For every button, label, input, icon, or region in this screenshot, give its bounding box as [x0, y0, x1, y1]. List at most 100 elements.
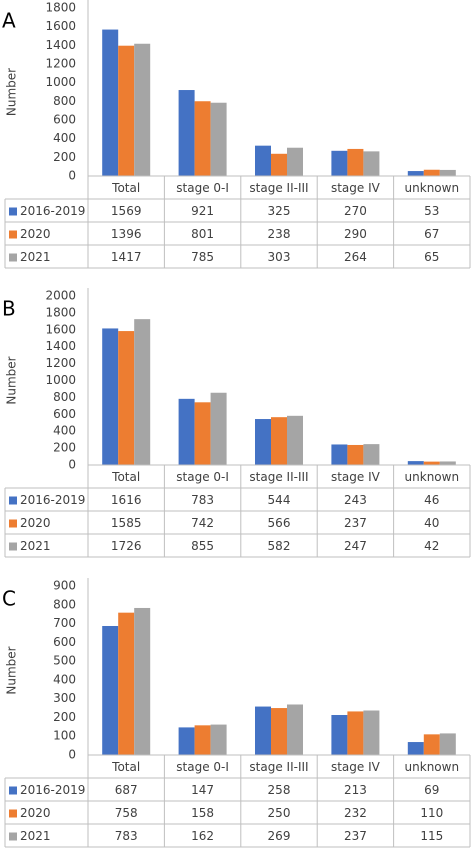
- table-value: 237: [344, 829, 367, 843]
- category-label: stage II-III: [249, 470, 308, 484]
- table-value: 250: [268, 806, 291, 820]
- table-value: 921: [191, 204, 214, 218]
- category-label: unknown: [405, 760, 460, 774]
- bar: [194, 402, 211, 465]
- table-value: 115: [420, 829, 443, 843]
- table-value: 213: [344, 783, 367, 797]
- legend-swatch: [9, 207, 17, 216]
- table-value: 325: [268, 204, 291, 218]
- table-value: 110: [420, 806, 443, 820]
- bar: [178, 727, 195, 755]
- bar: [331, 715, 348, 755]
- bar: [407, 171, 424, 176]
- y-tick-label: 500: [53, 654, 76, 668]
- y-tick-label: 200: [53, 150, 76, 164]
- y-tick-label: 1000: [45, 373, 76, 387]
- panel-label: A: [2, 9, 16, 33]
- legend-label: 2016-2019: [20, 783, 85, 797]
- legend-label: 2021: [20, 250, 51, 264]
- y-tick-label: 1400: [45, 339, 76, 353]
- y-axis-label: Number: [5, 356, 19, 404]
- bar: [347, 444, 364, 465]
- legend-label: 2020: [20, 227, 51, 241]
- table-value: 258: [268, 783, 291, 797]
- legend-swatch: [9, 496, 17, 505]
- table-value: 582: [268, 539, 291, 553]
- bar: [210, 392, 227, 465]
- table-value: 742: [191, 516, 214, 530]
- table-value: 237: [344, 516, 367, 530]
- y-tick-label: 300: [53, 691, 76, 705]
- y-tick-label: 700: [53, 616, 76, 630]
- table-value: 270: [344, 204, 367, 218]
- table-value: 783: [191, 493, 214, 507]
- y-tick-label: 1600: [45, 322, 76, 336]
- y-tick-label: 600: [53, 113, 76, 127]
- y-tick-label: 200: [53, 441, 76, 455]
- table-value: 243: [344, 493, 367, 507]
- y-tick-label: 1800: [45, 1, 76, 15]
- bar: [178, 398, 195, 465]
- table-value: 687: [115, 783, 138, 797]
- y-tick-label: 800: [53, 94, 76, 108]
- y-tick-label: 2000: [45, 289, 76, 303]
- table-value: 785: [191, 250, 214, 264]
- legend-label: 2020: [20, 516, 51, 530]
- y-tick-label: 1600: [45, 19, 76, 33]
- table-value: 147: [191, 783, 214, 797]
- y-tick-label: 800: [53, 390, 76, 404]
- bar: [194, 101, 211, 176]
- y-tick-label: 0: [68, 458, 76, 472]
- bar: [134, 319, 151, 465]
- y-tick-label: 400: [53, 131, 76, 145]
- legend-swatch: [9, 519, 17, 528]
- y-tick-label: 400: [53, 424, 76, 438]
- table-value: 855: [191, 539, 214, 553]
- category-label: Total: [111, 760, 140, 774]
- table-value: 40: [424, 516, 439, 530]
- table-value: 65: [424, 250, 439, 264]
- bar: [102, 625, 119, 755]
- legend-label: 2016-2019: [20, 493, 85, 507]
- y-tick-label: 100: [53, 729, 76, 743]
- table-value: 783: [115, 829, 138, 843]
- legend-label: 2020: [20, 806, 51, 820]
- table-value: 238: [268, 227, 291, 241]
- bar: [271, 417, 287, 465]
- category-label: unknown: [405, 470, 460, 484]
- legend-swatch: [9, 542, 17, 551]
- table-value: 1569: [111, 204, 142, 218]
- bar: [331, 444, 348, 465]
- y-tick-label: 600: [53, 635, 76, 649]
- y-tick-label: 1200: [45, 57, 76, 71]
- legend-swatch: [9, 832, 17, 841]
- table-value: 303: [268, 250, 291, 264]
- bar: [102, 29, 119, 177]
- bar: [118, 45, 135, 176]
- bar: [287, 704, 303, 755]
- bar: [423, 461, 440, 465]
- y-tick-label: 1800: [45, 305, 76, 319]
- legend-swatch: [9, 809, 17, 818]
- y-tick-label: 200: [53, 710, 76, 724]
- table-value: 1585: [111, 516, 142, 530]
- table-value: 290: [344, 227, 367, 241]
- y-tick-label: 0: [68, 169, 76, 183]
- category-label: stage IV: [331, 181, 381, 195]
- bar: [102, 328, 119, 465]
- table-value: 247: [344, 539, 367, 553]
- category-label: unknown: [405, 181, 460, 195]
- bar: [363, 151, 380, 176]
- y-tick-label: 1400: [45, 38, 76, 52]
- table-value: 53: [424, 204, 439, 218]
- bar: [287, 147, 303, 176]
- table-value: 566: [268, 516, 291, 530]
- table-value: 69: [424, 783, 439, 797]
- bar: [423, 734, 440, 755]
- legend-swatch: [9, 786, 17, 795]
- legend-swatch: [9, 230, 17, 239]
- table-value: 67: [424, 227, 439, 241]
- y-axis-label: Number: [5, 646, 19, 694]
- table-value: 269: [268, 829, 291, 843]
